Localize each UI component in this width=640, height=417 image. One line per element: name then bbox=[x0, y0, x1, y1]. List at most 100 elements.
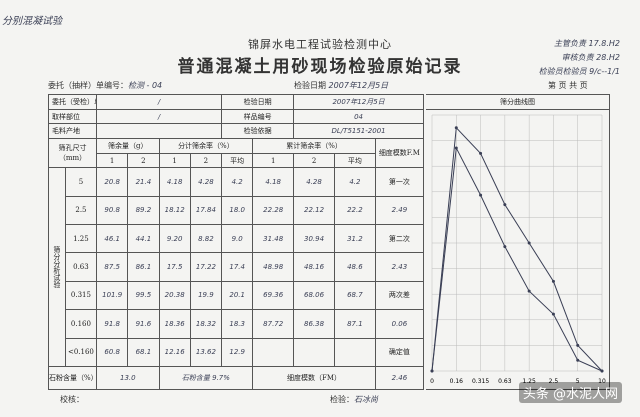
curve-point bbox=[527, 241, 531, 245]
cell: 87.72 bbox=[252, 309, 295, 339]
retained-header: 筛余量（g） bbox=[96, 138, 160, 154]
fm-header: 细度模数F.M bbox=[374, 138, 425, 169]
col-header: 2 bbox=[293, 152, 335, 169]
curve-point bbox=[454, 146, 458, 150]
cumulative-header: 累计筛余率（%） bbox=[252, 138, 376, 154]
cell: 20.8 bbox=[96, 167, 129, 197]
sieve-cell: 5 bbox=[64, 167, 98, 197]
fm-cell: 两次差 bbox=[374, 280, 425, 311]
cell: 17.4 bbox=[221, 252, 254, 282]
sample-id-label: 样品编号 bbox=[221, 108, 295, 125]
cell: 69.36 bbox=[252, 280, 295, 311]
unit-label: 委托（受检）单位 bbox=[47, 94, 98, 110]
curve-point bbox=[479, 151, 483, 155]
cell: 22.12 bbox=[293, 195, 335, 226]
cell: 60.8 bbox=[96, 337, 129, 367]
cell: 4.28 bbox=[293, 167, 335, 197]
table-row: 筛分分析试验 5 20.8 21.4 4.18 4.28 4.2 4.18 4.… bbox=[48, 167, 425, 367]
cell: 68.1 bbox=[127, 337, 160, 367]
page-title: 普通混凝土用砂现场检验原始记录 bbox=[177, 57, 463, 77]
cell: 18.12 bbox=[158, 195, 191, 226]
cell: 22.2 bbox=[333, 195, 376, 226]
cell: 4.2 bbox=[221, 167, 254, 197]
cell: 9.0 bbox=[221, 224, 254, 254]
origin-value bbox=[96, 123, 223, 140]
organization-name: 锦屏水电工程试验检测中心 bbox=[248, 38, 392, 51]
sieve-cell: 1.25 bbox=[64, 224, 98, 254]
cell bbox=[293, 337, 335, 367]
cell: 101.9 bbox=[96, 280, 129, 311]
curve-x-tick: 0.315 bbox=[472, 378, 489, 385]
cell bbox=[252, 337, 295, 367]
cell: 90.8 bbox=[96, 195, 129, 226]
cell: 4.28 bbox=[189, 167, 223, 197]
col-header: 2 bbox=[189, 152, 223, 169]
cell: 46.1 bbox=[96, 224, 129, 254]
cell: 17.22 bbox=[189, 252, 223, 282]
curve-point bbox=[454, 126, 458, 130]
sieve-cell: 2.5 bbox=[64, 195, 98, 226]
curve-point bbox=[551, 312, 555, 316]
partial-header: 分计筛余率（%） bbox=[158, 138, 254, 154]
cell: 44.1 bbox=[127, 224, 160, 254]
col-header: 1 bbox=[96, 152, 129, 169]
checker-field: 校核： bbox=[60, 395, 84, 404]
signature-3: 检验员检验员 9/c--1/1 bbox=[538, 67, 620, 76]
cell: 18.36 bbox=[158, 309, 191, 339]
date-label: 检验日期 bbox=[221, 94, 295, 110]
cell: 12.16 bbox=[158, 337, 191, 367]
curve-x-tick: 2.5 bbox=[549, 378, 559, 385]
col-header: 1 bbox=[158, 152, 191, 169]
basis-value: DL/T5151-2001 bbox=[293, 123, 424, 140]
cell: 18.0 bbox=[221, 195, 254, 226]
date-value: 2007年12月5日 bbox=[293, 94, 424, 110]
sieve-cell: 0.315 bbox=[64, 280, 98, 311]
sample-location-label: 取样部位 bbox=[47, 108, 98, 125]
cell bbox=[333, 337, 376, 367]
curve-point bbox=[430, 369, 434, 373]
curve-point bbox=[503, 245, 507, 249]
unit-value: / bbox=[96, 94, 223, 110]
mud-value: 13.0 bbox=[96, 365, 160, 391]
signature-2: 审核负责 28.H2 bbox=[561, 53, 620, 62]
fm-cell: 2.49 bbox=[374, 195, 425, 226]
col-header: 平均 bbox=[221, 152, 254, 169]
sieve-curve-panel: 筛分曲线图 0 0.16 0.315 0.63 1.25 2.5 5 10 bbox=[426, 94, 610, 390]
cell: 17.84 bbox=[189, 195, 223, 226]
cell: 9.20 bbox=[158, 224, 191, 254]
page-info: 第 页 共 页 bbox=[548, 81, 588, 90]
side-label: 筛分分析试验 bbox=[48, 167, 66, 367]
cell: 31.48 bbox=[252, 224, 295, 254]
table-row: 0.160 91.8 91.6 18.36 18.32 18.3 87.72 8… bbox=[49, 309, 425, 339]
curve-x-tick: 10 bbox=[598, 378, 606, 385]
fine-label: 细度模数（FM） bbox=[252, 365, 376, 391]
cell: 30.94 bbox=[293, 224, 335, 254]
cell: 4.18 bbox=[252, 167, 295, 197]
fm-cell: 第二次 bbox=[374, 224, 425, 254]
fm-cell: 0.06 bbox=[374, 309, 425, 339]
fm-cell: 2.43 bbox=[374, 252, 425, 282]
curve-x-tick: 0.16 bbox=[450, 378, 464, 385]
cell: 8.82 bbox=[189, 224, 223, 254]
cell: 21.4 bbox=[127, 167, 160, 197]
sieve-curve-chart: 0 0.16 0.315 0.63 1.25 2.5 5 10 bbox=[430, 114, 606, 385]
table-row: 0.315 101.9 99.5 20.38 19.9 20.1 69.36 6… bbox=[49, 280, 425, 311]
sieve-size-header: 筛孔尺寸（mm） bbox=[47, 138, 98, 169]
cell: 18.32 bbox=[189, 309, 223, 339]
request-number: 委托（抽样）单编号：检测 - 04 bbox=[48, 81, 163, 90]
sieve-cell: 0.63 bbox=[64, 252, 98, 282]
curve-x-tick: 0.63 bbox=[498, 378, 512, 385]
basis-label: 检验依据 bbox=[221, 123, 295, 140]
table-row: 1.25 46.1 44.1 9.20 8.82 9.0 31.48 30.94… bbox=[49, 224, 425, 254]
table-row: 石粉含量（%） 13.0 石粉含量 9.7% 细度模数（FM） 2.46 bbox=[47, 365, 425, 391]
cell: 18.3 bbox=[221, 309, 254, 339]
col-header: 2 bbox=[127, 152, 160, 169]
cell: 4.2 bbox=[333, 167, 376, 197]
table-row: <0.160 60.8 68.1 12.16 13.62 12.9 确定值 bbox=[49, 337, 425, 367]
origin-label: 毛料产地 bbox=[47, 123, 98, 140]
curve-point bbox=[576, 358, 580, 362]
table-row: 0.63 87.5 86.1 17.5 17.22 17.4 48.98 48.… bbox=[49, 252, 425, 282]
sample-id-value: 04 bbox=[293, 108, 424, 125]
cell: 48.16 bbox=[293, 252, 335, 282]
watermark: 头条 @水泥人网 bbox=[518, 382, 622, 403]
